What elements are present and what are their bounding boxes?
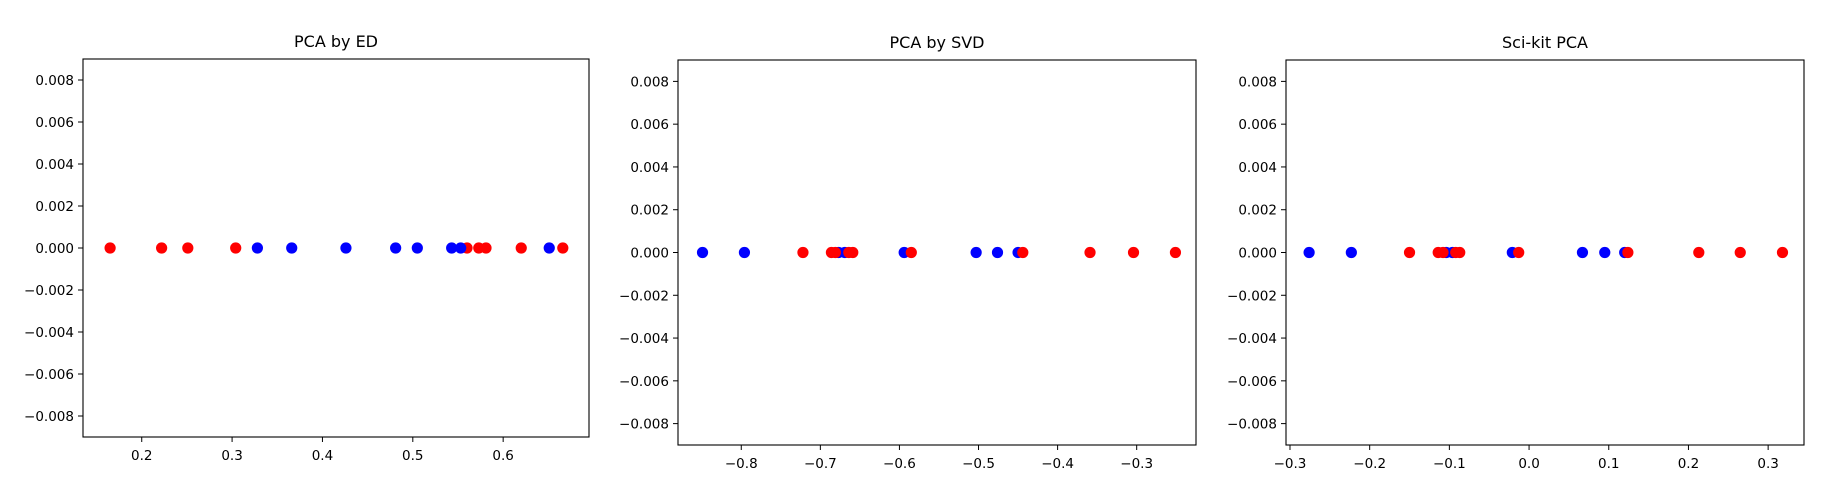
y-tick-label: −0.004 — [619, 331, 669, 347]
x-tick-label: 0.0 — [1518, 456, 1539, 472]
data-point — [905, 246, 917, 259]
data-point — [104, 242, 116, 254]
x-tick-label: −0.1 — [1433, 456, 1466, 472]
x-tick-label: −0.3 — [1120, 456, 1153, 472]
data-point — [1576, 246, 1589, 259]
data-point — [1513, 246, 1525, 259]
x-tick-label: 0.5 — [402, 448, 423, 464]
data-point — [696, 246, 709, 259]
y-tick-label: 0.008 — [35, 73, 74, 89]
x-tick-label: −0.6 — [883, 456, 916, 472]
subplot-title: PCA by ED — [294, 32, 378, 51]
x-tick-label: −0.3 — [1274, 456, 1307, 472]
data-point — [1693, 246, 1705, 259]
data-point — [1303, 246, 1315, 259]
y-tick-label: −0.008 — [619, 417, 669, 433]
y-tick-label: 0.000 — [1238, 246, 1277, 262]
data-point — [340, 242, 352, 254]
subplot-pca-by-svd: PCA by SVD 0.008 0.006 0.004 0.002 0.000 −0.0… — [619, 33, 1197, 472]
y-tick-label: −0.008 — [1227, 417, 1277, 433]
data-point — [455, 242, 467, 254]
x-tick-label: 0.2 — [131, 448, 152, 464]
y-tick-label: 0.006 — [35, 115, 74, 131]
y-tick-label: −0.006 — [619, 374, 669, 390]
data-point — [286, 242, 298, 254]
data-point — [1734, 246, 1746, 259]
data-point — [251, 242, 263, 254]
axes-frame — [677, 59, 1197, 446]
x-tick-label: 0.2 — [1678, 456, 1699, 472]
y-tick-label: 0.002 — [630, 203, 669, 219]
data-point — [156, 242, 168, 254]
y-tick-label: −0.002 — [1227, 288, 1277, 304]
y-tick-label: 0.000 — [35, 241, 74, 257]
x-tick-label: −0.8 — [725, 456, 758, 472]
y-tick-label: 0.008 — [1238, 74, 1277, 90]
data-point — [1454, 246, 1466, 259]
y-tick-label: −0.006 — [1227, 374, 1277, 390]
data-point — [1437, 246, 1449, 259]
data-point — [182, 242, 194, 254]
subplot-title: Sci-kit PCA — [1502, 33, 1588, 52]
y-tick-label: 0.002 — [35, 199, 74, 215]
y-tick-label: 0.004 — [1238, 160, 1277, 176]
data-point — [1776, 246, 1789, 259]
data-point — [797, 246, 809, 259]
data-point — [991, 246, 1004, 259]
y-tick-label: 0.004 — [630, 160, 669, 176]
y-tick-label: 0.006 — [1238, 117, 1277, 133]
data-point — [1345, 246, 1357, 259]
data-point — [970, 246, 982, 259]
data-point — [1403, 246, 1416, 259]
data-point — [543, 242, 555, 254]
x-tick-label: 0.4 — [312, 448, 333, 464]
y-tick-label: −0.004 — [1227, 331, 1277, 347]
x-tick-label: 0.3 — [221, 448, 242, 464]
y-tick-label: 0.004 — [35, 157, 74, 173]
data-point — [1127, 246, 1140, 259]
y-tick-label: −0.002 — [24, 283, 74, 299]
x-tick-label: 0.6 — [492, 448, 513, 464]
data-point — [446, 242, 458, 254]
subplot-pca-by-ed: PCA by ED 0.008 0.006 0.004 0.002 0.000 −0.00… — [24, 32, 590, 464]
y-tick-label: 0.000 — [630, 246, 669, 262]
data-point — [847, 246, 859, 259]
x-tick-label: −0.2 — [1353, 456, 1386, 472]
subplot-sci-kit-pca: Sci-kit PCA 0.008 0.006 0.004 0.002 0.000 −0.… — [1227, 33, 1805, 472]
data-point — [480, 242, 492, 254]
data-point — [738, 246, 751, 259]
y-tick-label: −0.004 — [24, 325, 74, 341]
data-point — [1169, 246, 1182, 259]
data-point — [1017, 246, 1029, 259]
y-tick-label: 0.008 — [630, 74, 669, 90]
data-point — [1084, 246, 1096, 259]
y-tick-label: −0.002 — [619, 288, 669, 304]
data-point — [829, 246, 841, 259]
data-point — [1599, 246, 1611, 259]
x-tick-label: −0.5 — [962, 456, 995, 472]
data-point — [557, 242, 569, 254]
data-point — [230, 242, 242, 254]
subplot-title: PCA by SVD — [890, 33, 985, 52]
y-tick-label: −0.008 — [24, 409, 74, 425]
x-tick-label: −0.7 — [804, 456, 837, 472]
axes-frame — [1285, 59, 1805, 446]
x-tick-label: 0.3 — [1757, 456, 1778, 472]
x-tick-label: 0.1 — [1598, 456, 1619, 472]
data-point — [515, 242, 527, 254]
y-tick-label: 0.002 — [1238, 203, 1277, 219]
data-point — [411, 242, 423, 254]
data-point — [390, 242, 402, 254]
x-tick-label: −0.4 — [1041, 456, 1074, 472]
y-tick-label: 0.006 — [630, 117, 669, 133]
data-point — [1622, 246, 1634, 259]
y-tick-label: −0.006 — [24, 367, 74, 383]
